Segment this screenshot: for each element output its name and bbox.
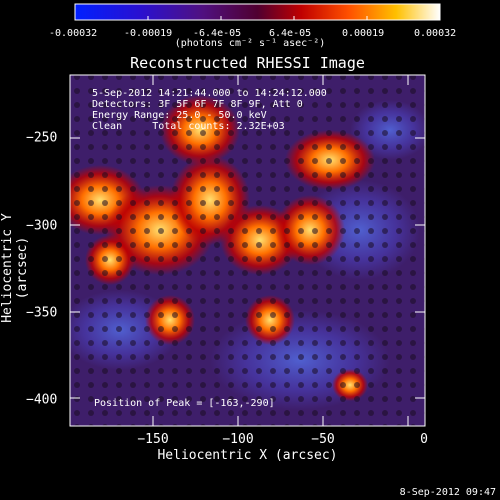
plot-frame	[69, 74, 426, 427]
rhessi-image	[70, 75, 425, 426]
plot-title: Reconstructed RHESSI Image	[130, 54, 365, 72]
colorbar-tick-label: 0.00032	[414, 28, 457, 39]
energy-range-text: Energy Range: 25.0 - 50.0 keV	[92, 110, 267, 121]
x-tick-label: −50	[311, 432, 335, 447]
colorbar-ticks	[74, 16, 441, 20]
axis-ticks	[70, 75, 425, 426]
colorbar-tick-label: -6.4e-05	[193, 28, 242, 39]
x-tick-label: −150	[137, 432, 169, 447]
footer-date: 8-Sep-2012 09:47	[399, 487, 496, 498]
colorbar-tick-label: 0.00019	[342, 28, 385, 39]
peak-position-text: Position of Peak = [-163,-290]	[94, 398, 275, 409]
time-range-text: 5-Sep-2012 14:21:44.000 to 14:24:12.000	[92, 88, 327, 99]
clean-counts-text: Clean Total counts: 2.32E+03	[92, 121, 285, 132]
y-tick-label: −250	[26, 130, 58, 146]
colorbar-tick-label: -0.00019	[124, 28, 173, 39]
x-tick-label: −100	[222, 432, 254, 447]
x-tick-label: 0	[420, 432, 428, 447]
y-tick-label: −300	[26, 218, 58, 234]
x-axis-label: Heliocentric X (arcsec)	[157, 448, 338, 463]
detectors-text: Detectors: 3F 5F 6F 7F 8F 9F, Att 0	[92, 99, 303, 110]
y-tick-label: −350	[26, 305, 58, 321]
colorbar-tick-label: 6.4e-05	[269, 28, 312, 39]
y-tick-label: −400	[26, 392, 58, 408]
colorbar-tick-label: -0.00032	[49, 28, 98, 39]
colorbar-unit-label: (photons cm⁻² s⁻¹ asec⁻²)	[174, 38, 326, 49]
colorbar	[74, 3, 441, 21]
y-axis-label: Heliocentric Y (arcsec)	[0, 213, 30, 323]
